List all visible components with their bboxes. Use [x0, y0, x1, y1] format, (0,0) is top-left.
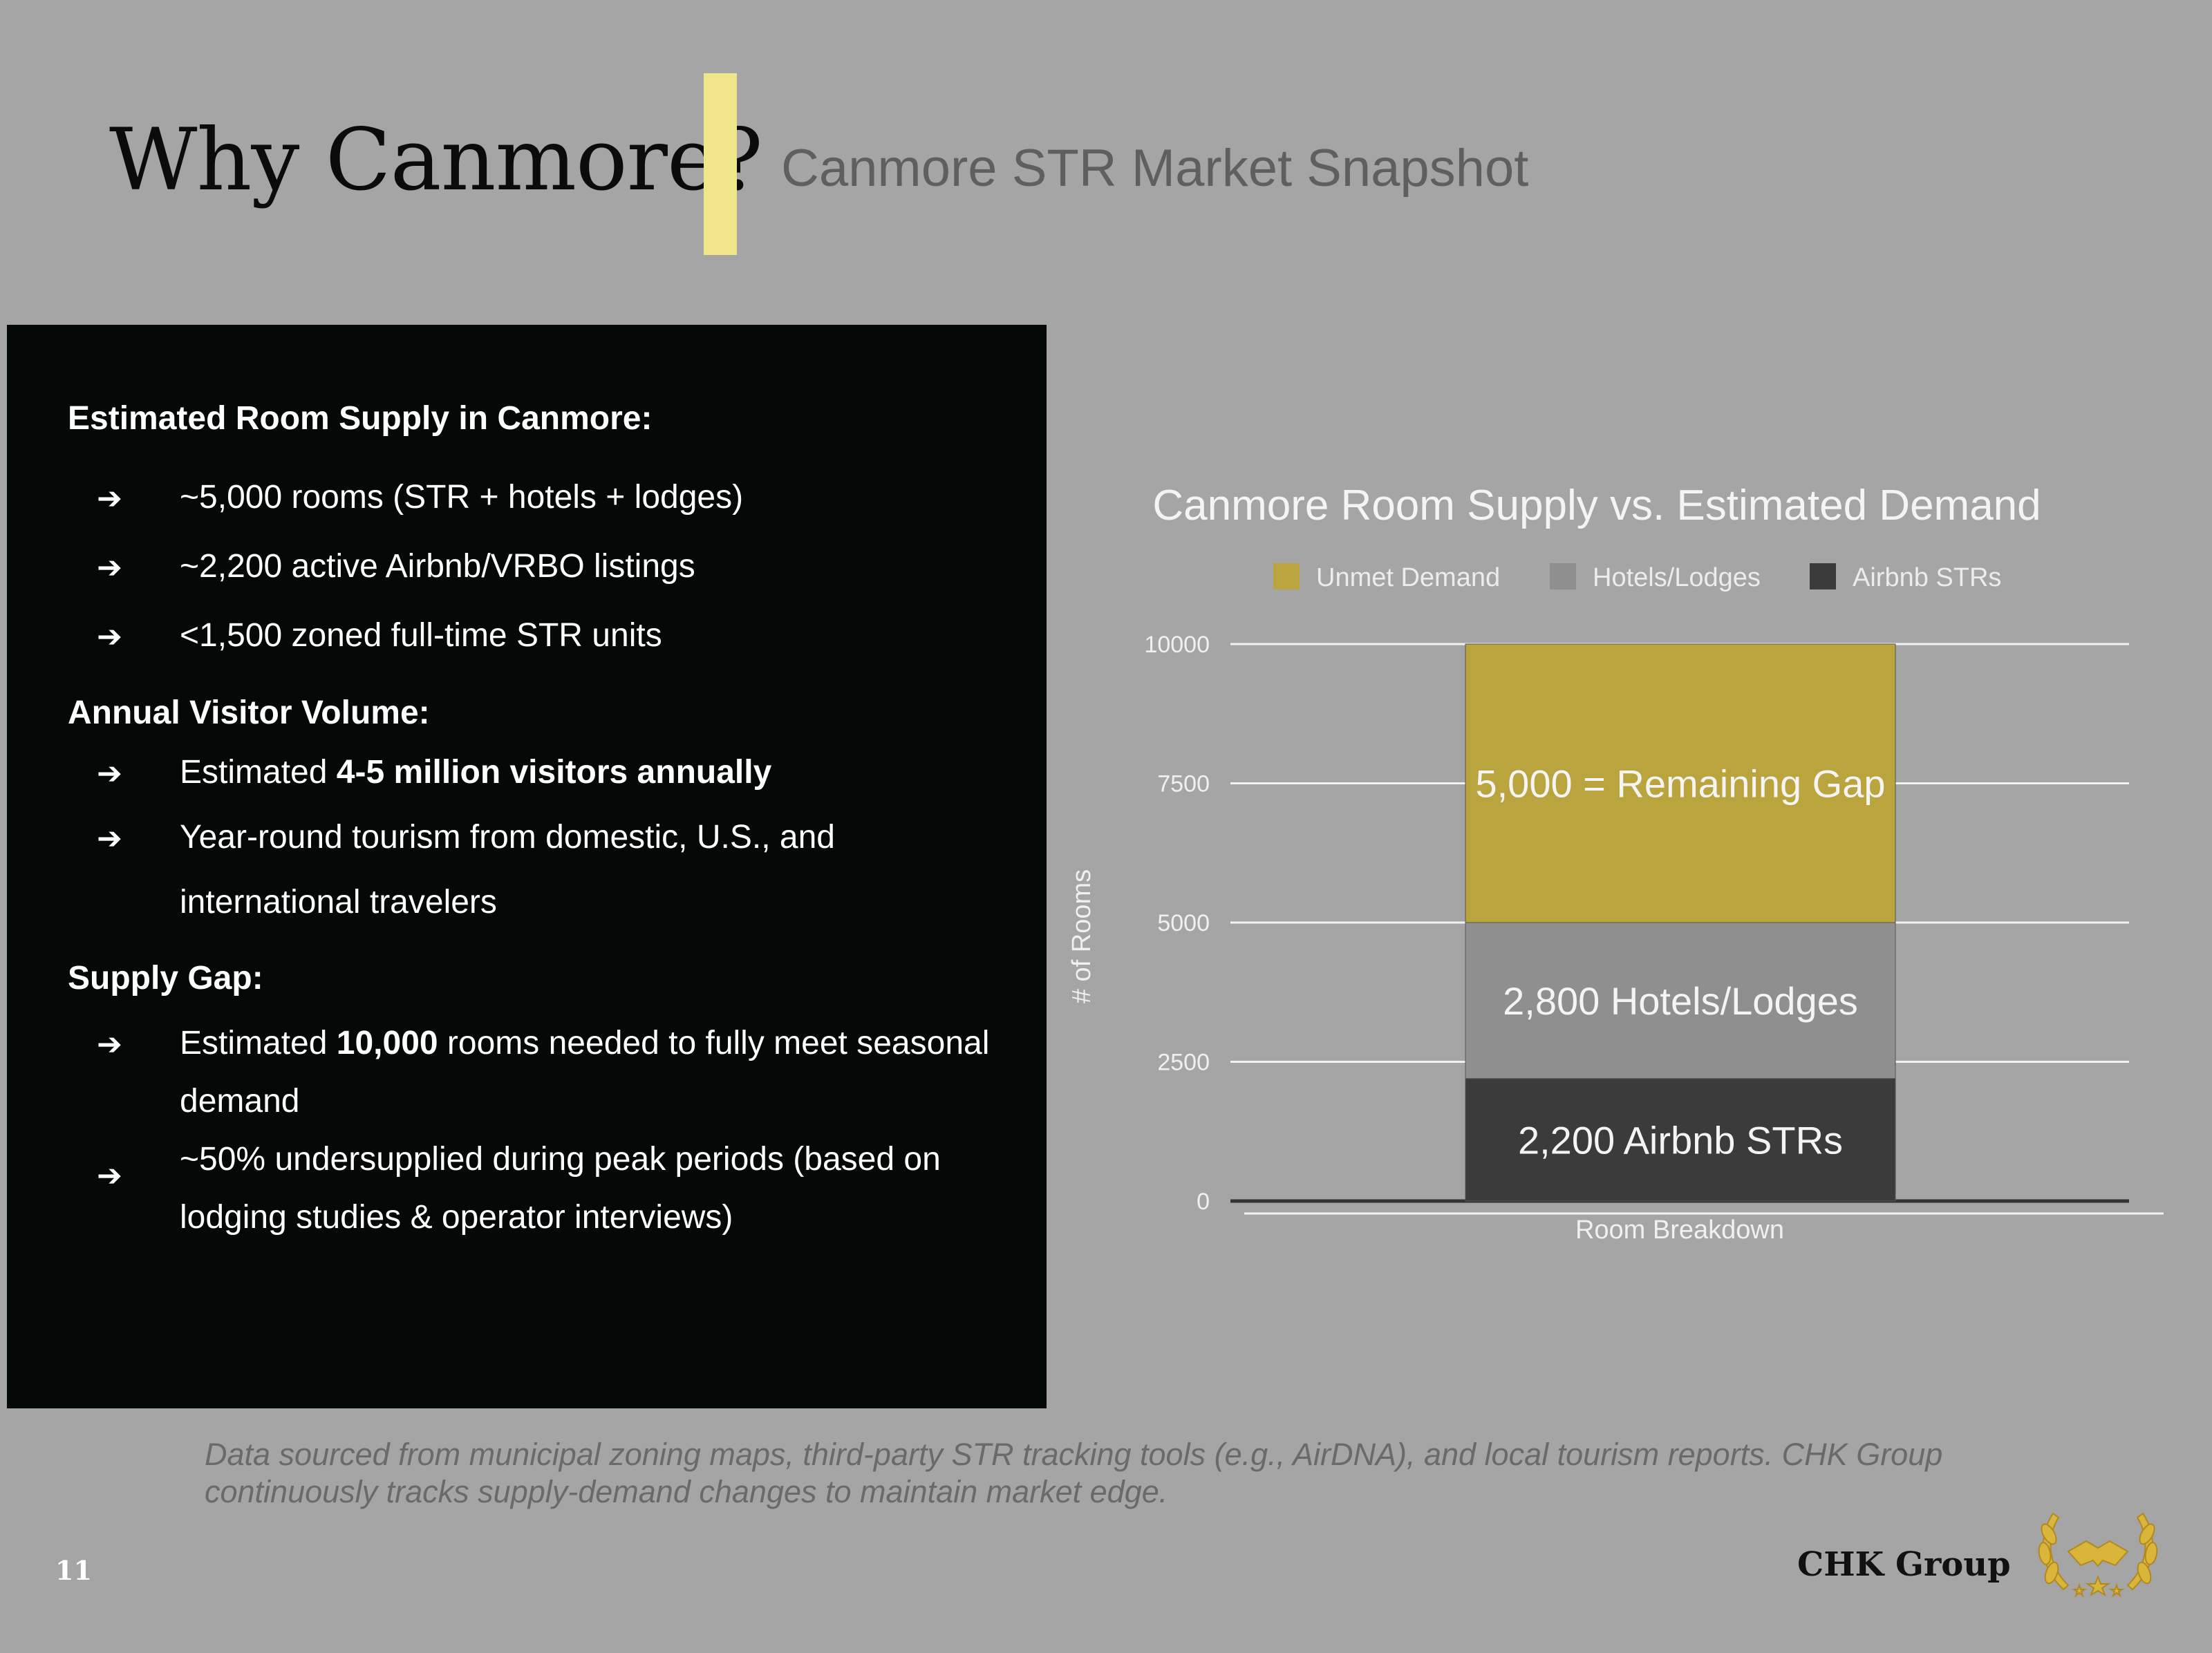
y-axis-label: # of Rooms: [1067, 869, 1096, 1003]
bar-data-label: 5,000 = Remaining Gap: [1475, 762, 1885, 806]
arrow-icon: ➔: [97, 1158, 122, 1193]
laurel-handshake-icon: [2038, 1512, 2158, 1598]
y-tick-label: 5000: [1157, 910, 1210, 936]
info-panel: Estimated Room Supply in Canmore: ➔ ~5,0…: [7, 325, 1047, 1408]
supply-item: ~2,200 active Airbnb/VRBO listings: [180, 548, 695, 585]
gap-item-continued: lodging studies & operator interviews): [180, 1199, 733, 1236]
legend-swatch: [1550, 563, 1576, 589]
arrow-icon: ➔: [97, 756, 122, 791]
supply-heading: Estimated Room Supply in Canmore:: [68, 400, 653, 437]
gap-item-continued: demand: [180, 1083, 300, 1120]
y-tick-label: 10000: [1144, 632, 1210, 658]
page-subtitle: Canmore STR Market Snapshot: [781, 139, 1529, 198]
gap-item: Estimated 10,000 rooms needed to fully m…: [180, 1025, 990, 1061]
bar-data-label: 2,200 Airbnb STRs: [1518, 1118, 1843, 1162]
room-supply-chart: Canmore Room Supply vs. Estimated Demand…: [1044, 456, 2212, 1285]
y-tick-label: 0: [1197, 1189, 1210, 1215]
page-title: Why Canmore?: [109, 111, 763, 210]
legend-swatch: [1273, 563, 1300, 589]
visitor-heading: Annual Visitor Volume:: [68, 695, 430, 731]
legend-label: Airbnb STRs: [1853, 563, 2001, 592]
visitor-item: Year-round tourism from domestic, U.S., …: [180, 819, 835, 856]
bar-segment: [1465, 1078, 1896, 1202]
title-accent-bar: [704, 73, 737, 255]
arrow-icon: ➔: [97, 550, 122, 585]
visitor-item: Estimated 4-5 million visitors annually: [180, 754, 772, 791]
data-source-note: Data sourced from municipal zoning maps,…: [205, 1437, 1943, 1509]
legend-label: Hotels/Lodges: [1593, 563, 1761, 592]
chart-svg: Canmore Room Supply vs. Estimated Demand…: [1067, 482, 2164, 1245]
arrow-icon: ➔: [97, 619, 122, 654]
y-tick-label: 7500: [1157, 771, 1210, 797]
bar-data-label: 2,800 Hotels/Lodges: [1503, 979, 1858, 1023]
bar-segment: [1465, 643, 1896, 923]
y-tick-label: 2500: [1157, 1050, 1210, 1076]
chart-title: Canmore Room Supply vs. Estimated Demand: [1152, 482, 2041, 529]
page-number: 11: [55, 1555, 92, 1586]
gap-heading: Supply Gap:: [68, 960, 263, 996]
bar-segment: [1465, 922, 1896, 1079]
supply-item: <1,500 zoned full-time STR units: [180, 617, 662, 654]
visitor-item-continued: international travelers: [180, 884, 497, 920]
gap-item: ~50% undersupplied during peak periods (…: [180, 1141, 941, 1178]
arrow-icon: ➔: [97, 1027, 122, 1062]
x-axis-label: Room Breakdown: [1575, 1216, 1784, 1245]
legend-swatch: [1810, 563, 1836, 589]
company-name: CHK Group: [1797, 1545, 2011, 1584]
arrow-icon: ➔: [97, 481, 122, 516]
legend-label: Unmet Demand: [1316, 563, 1500, 592]
supply-item: ~5,000 rooms (STR + hotels + lodges): [180, 479, 744, 516]
arrow-icon: ➔: [97, 821, 122, 856]
